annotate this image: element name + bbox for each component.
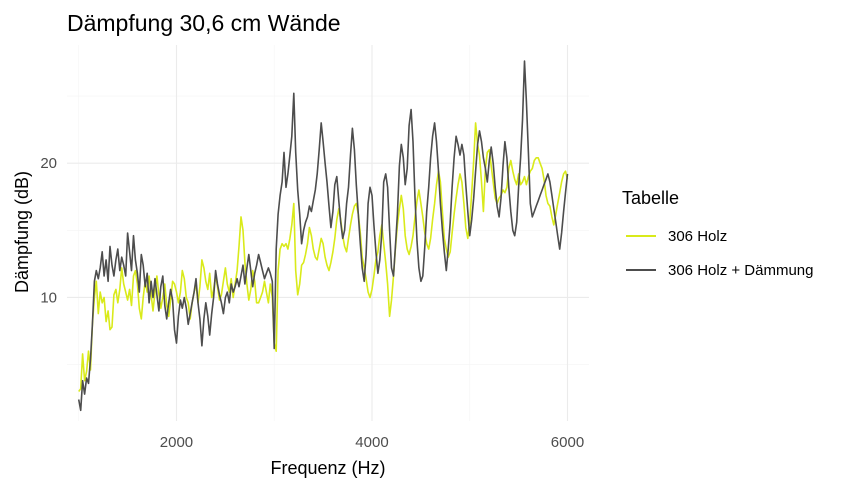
y-tick-label: 20	[40, 155, 57, 172]
chart-title: Dämpfung 30,6 cm Wände	[67, 10, 341, 36]
minor-gridlines	[67, 45, 589, 421]
legend-title: Tabelle	[622, 188, 679, 208]
legend-items: 306 Holz 306 Holz + Dämmung	[626, 228, 814, 279]
x-tick-label: 2000	[160, 434, 193, 451]
y-tick-label: 10	[40, 289, 57, 306]
x-tick-label: 6000	[551, 434, 584, 451]
x-axis-title: Frequenz (Hz)	[270, 458, 385, 478]
legend-label-1: 306 Holz	[668, 228, 727, 245]
y-axis-title: Dämpfung (dB)	[12, 171, 32, 293]
legend-label-2: 306 Holz + Dämmung	[668, 262, 814, 279]
y-tick-labels: 10 20	[40, 155, 57, 306]
series-line-2	[77, 60, 569, 412]
legend: Tabelle 306 Holz 306 Holz + Dämmung	[622, 188, 814, 279]
x-tick-label: 4000	[355, 434, 388, 451]
plot-series	[77, 60, 569, 412]
x-tick-labels: 2000 4000 6000	[160, 434, 584, 451]
